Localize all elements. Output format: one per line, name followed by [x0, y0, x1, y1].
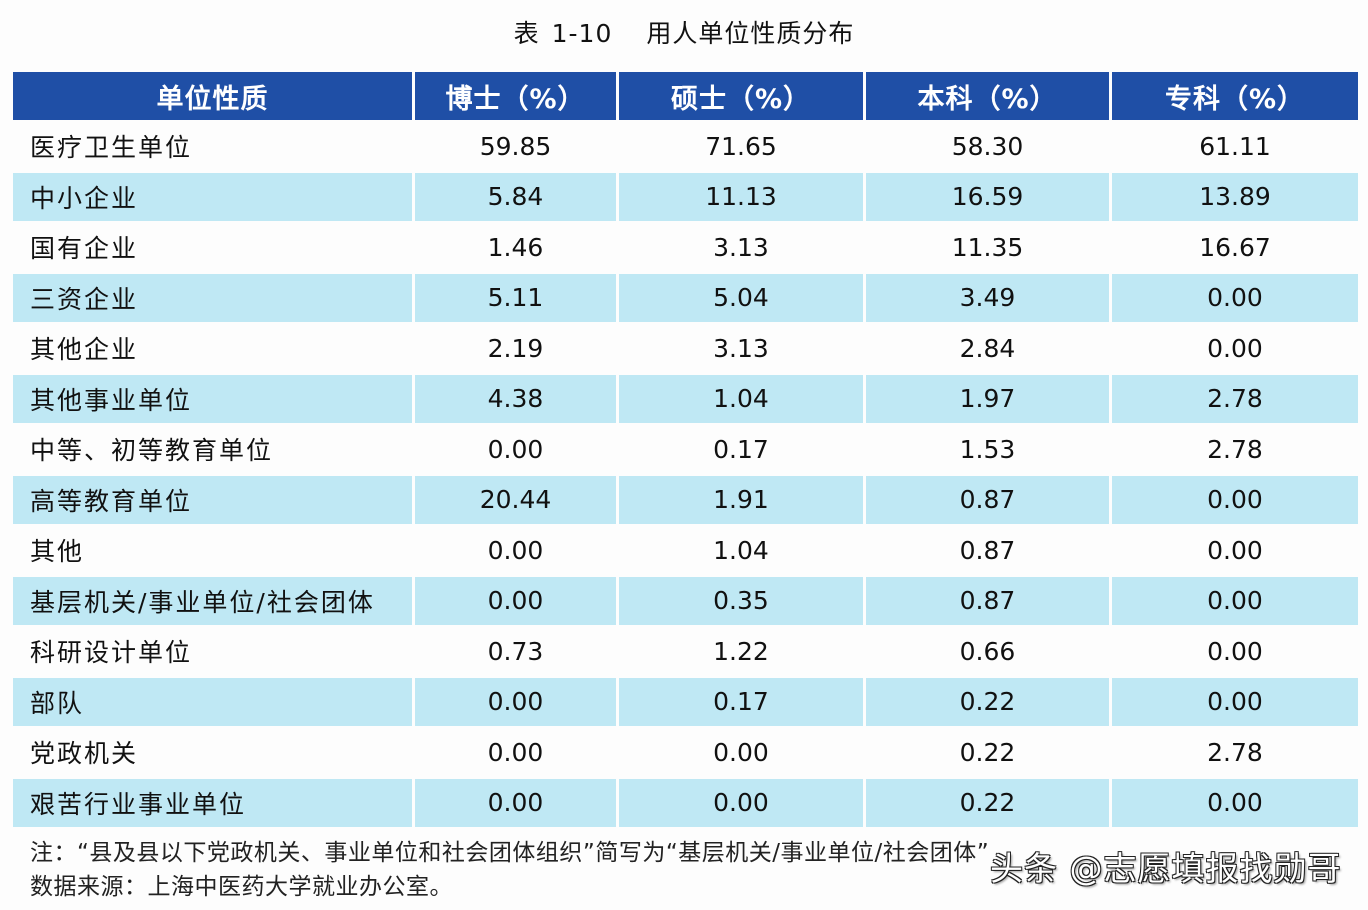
table-row: 其他企业 2.19 3.13 2.84 0.00: [13, 322, 1358, 373]
cell-doctor: 20.44: [415, 473, 619, 524]
cell-bachelor: 0.87: [866, 574, 1112, 625]
cell-doctor: 5.84: [415, 170, 619, 221]
cell-master: 11.13: [619, 170, 866, 221]
cell-associate: 0.00: [1112, 675, 1358, 726]
cell-master: 0.17: [619, 675, 866, 726]
row-label: 中等、初等教育单位: [13, 423, 415, 474]
cell-associate: 2.78: [1112, 372, 1358, 423]
cell-bachelor: 0.22: [866, 776, 1112, 827]
table-title-text: 用人单位性质分布: [646, 19, 855, 48]
cell-master: 0.00: [619, 726, 866, 777]
cell-associate: 0.00: [1112, 524, 1358, 575]
row-label: 基层机关/事业单位/社会团体: [13, 574, 415, 625]
table-row: 三资企业 5.11 5.04 3.49 0.00: [13, 271, 1358, 322]
cell-master: 3.13: [619, 221, 866, 272]
cell-doctor: 0.00: [415, 524, 619, 575]
cell-bachelor: 0.87: [866, 473, 1112, 524]
table-row: 国有企业 1.46 3.13 11.35 16.67: [13, 221, 1358, 272]
cell-bachelor: 2.84: [866, 322, 1112, 373]
row-label: 其他: [13, 524, 415, 575]
table-row: 中小企业 5.84 11.13 16.59 13.89: [13, 170, 1358, 221]
table-row: 基层机关/事业单位/社会团体 0.00 0.35 0.87 0.00: [13, 574, 1358, 625]
table-row: 其他事业单位 4.38 1.04 1.97 2.78: [13, 372, 1358, 423]
table-row: 高等教育单位 20.44 1.91 0.87 0.00: [13, 473, 1358, 524]
cell-bachelor: 1.97: [866, 372, 1112, 423]
table-row: 艰苦行业事业单位 0.00 0.00 0.22 0.00: [13, 776, 1358, 827]
cell-associate: 0.00: [1112, 271, 1358, 322]
cell-doctor: 0.00: [415, 776, 619, 827]
cell-master: 0.00: [619, 776, 866, 827]
cell-bachelor: 11.35: [866, 221, 1112, 272]
cell-associate: 0.00: [1112, 473, 1358, 524]
cell-bachelor: 3.49: [866, 271, 1112, 322]
cell-doctor: 0.00: [415, 675, 619, 726]
cell-associate: 61.11: [1112, 120, 1358, 171]
cell-doctor: 4.38: [415, 372, 619, 423]
header-unit-type: 单位性质: [13, 72, 415, 120]
cell-doctor: 0.73: [415, 625, 619, 676]
cell-doctor: 5.11: [415, 271, 619, 322]
row-label: 三资企业: [13, 271, 415, 322]
cell-master: 1.22: [619, 625, 866, 676]
header-associate: 专科（%）: [1112, 72, 1358, 120]
row-label: 国有企业: [13, 221, 415, 272]
table-title: 表 1-10 用人单位性质分布: [0, 14, 1368, 50]
cell-master: 5.04: [619, 271, 866, 322]
cell-bachelor: 0.22: [866, 675, 1112, 726]
table-row: 部队 0.00 0.17 0.22 0.00: [13, 675, 1358, 726]
cell-associate: 0.00: [1112, 625, 1358, 676]
cell-bachelor: 16.59: [866, 170, 1112, 221]
cell-doctor: 0.00: [415, 574, 619, 625]
cell-master: 1.91: [619, 473, 866, 524]
cell-associate: 0.00: [1112, 322, 1358, 373]
cell-doctor: 1.46: [415, 221, 619, 272]
cell-doctor: 2.19: [415, 322, 619, 373]
row-label: 医疗卫生单位: [13, 120, 415, 171]
cell-bachelor: 58.30: [866, 120, 1112, 171]
cell-associate: 2.78: [1112, 726, 1358, 777]
cell-master: 1.04: [619, 372, 866, 423]
table-row: 其他 0.00 1.04 0.87 0.00: [13, 524, 1358, 575]
cell-master: 0.17: [619, 423, 866, 474]
row-label: 其他事业单位: [13, 372, 415, 423]
row-label: 艰苦行业事业单位: [13, 776, 415, 827]
table-title-number: 1-10: [551, 19, 613, 48]
row-label: 中小企业: [13, 170, 415, 221]
header-master: 硕士（%）: [619, 72, 866, 120]
table-row: 党政机关 0.00 0.00 0.22 2.78: [13, 726, 1358, 777]
cell-doctor: 0.00: [415, 423, 619, 474]
cell-associate: 13.89: [1112, 170, 1358, 221]
header-bachelor: 本科（%）: [866, 72, 1112, 120]
cell-bachelor: 0.22: [866, 726, 1112, 777]
cell-associate: 0.00: [1112, 776, 1358, 827]
table-row: 医疗卫生单位 59.85 71.65 58.30 61.11: [13, 120, 1358, 171]
table-title-prefix: 表: [513, 19, 540, 48]
header-doctor: 博士（%）: [415, 72, 619, 120]
table-row: 科研设计单位 0.73 1.22 0.66 0.00: [13, 625, 1358, 676]
table-row: 中等、初等教育单位 0.00 0.17 1.53 2.78: [13, 423, 1358, 474]
cell-master: 71.65: [619, 120, 866, 171]
note-text: 注：“县及县以下党政机关、事业单位和社会团体组织”简写为“基层机关/事业单位/社…: [30, 840, 990, 866]
table-notes: 注：“县及县以下党政机关、事业单位和社会团体组织”简写为“基层机关/事业单位/社…: [30, 836, 989, 904]
cell-associate: 0.00: [1112, 574, 1358, 625]
cell-associate: 16.67: [1112, 221, 1358, 272]
cell-bachelor: 0.66: [866, 625, 1112, 676]
source-text: 数据来源：上海中医药大学就业办公室。: [30, 874, 453, 900]
row-label: 部队: [13, 675, 415, 726]
watermark: 头条 @志愿填报找勋哥: [990, 849, 1342, 888]
cell-doctor: 59.85: [415, 120, 619, 171]
row-label: 高等教育单位: [13, 473, 415, 524]
row-label: 党政机关: [13, 726, 415, 777]
row-label: 科研设计单位: [13, 625, 415, 676]
employer-type-table: 单位性质 博士（%） 硕士（%） 本科（%） 专科（%） 医疗卫生单位 59.85…: [13, 72, 1358, 827]
cell-bachelor: 0.87: [866, 524, 1112, 575]
row-label: 其他企业: [13, 322, 415, 373]
cell-doctor: 0.00: [415, 726, 619, 777]
cell-master: 3.13: [619, 322, 866, 373]
cell-master: 0.35: [619, 574, 866, 625]
cell-master: 1.04: [619, 524, 866, 575]
cell-associate: 2.78: [1112, 423, 1358, 474]
header-row: 单位性质 博士（%） 硕士（%） 本科（%） 专科（%）: [13, 72, 1358, 120]
cell-bachelor: 1.53: [866, 423, 1112, 474]
